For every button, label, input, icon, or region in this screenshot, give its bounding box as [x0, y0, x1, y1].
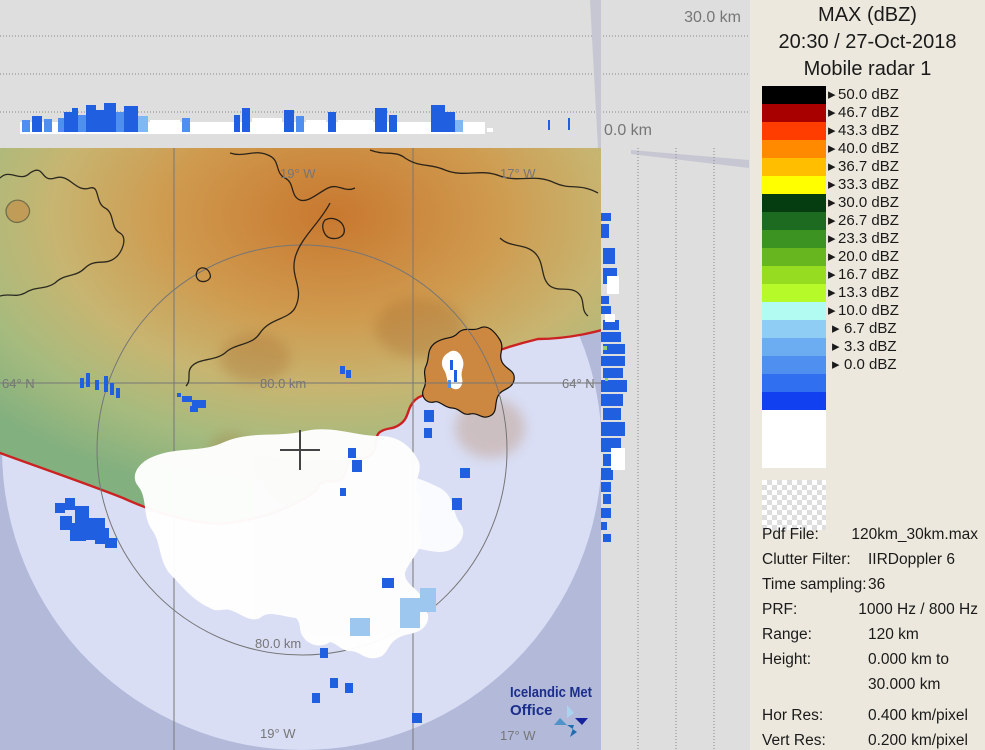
- svg-text:▸: ▸: [828, 194, 836, 211]
- svg-text:▸: ▸: [828, 302, 836, 319]
- svg-text:▸: ▸: [828, 266, 836, 283]
- svg-text:▸: ▸: [828, 176, 836, 193]
- svg-text:0.0 dBZ: 0.0 dBZ: [844, 356, 897, 373]
- svg-text:13.3 dBZ: 13.3 dBZ: [838, 284, 899, 301]
- svg-text:▸: ▸: [828, 248, 836, 265]
- svg-text:36.7 dBZ: 36.7 dBZ: [838, 158, 899, 175]
- svg-text:30.0 dBZ: 30.0 dBZ: [838, 194, 899, 211]
- svg-text:▸: ▸: [828, 230, 836, 247]
- svg-text:40.0 dBZ: 40.0 dBZ: [838, 140, 899, 157]
- svg-text:64° N: 64° N: [562, 376, 595, 391]
- svg-text:19° W: 19° W: [280, 166, 316, 181]
- svg-text:80.0 km: 80.0 km: [255, 636, 301, 651]
- svg-text:▸: ▸: [828, 86, 836, 103]
- svg-text:Icelandic Met: Icelandic Met: [510, 684, 592, 701]
- svg-text:30.0 km: 30.0 km: [684, 9, 741, 26]
- svg-text:Office: Office: [510, 702, 553, 719]
- svg-text:17° W: 17° W: [500, 728, 536, 743]
- svg-text:17° W: 17° W: [500, 166, 536, 181]
- svg-text:▸: ▸: [828, 284, 836, 301]
- svg-text:43.3 dBZ: 43.3 dBZ: [838, 122, 899, 139]
- svg-text:0.0 km: 0.0 km: [604, 122, 652, 139]
- svg-text:50.0 dBZ: 50.0 dBZ: [838, 86, 899, 103]
- svg-text:46.7 dBZ: 46.7 dBZ: [838, 104, 899, 121]
- svg-text:▸: ▸: [828, 212, 836, 229]
- svg-text:16.7 dBZ: 16.7 dBZ: [838, 266, 899, 283]
- svg-text:33.3 dBZ: 33.3 dBZ: [838, 176, 899, 193]
- svg-text:23.3 dBZ: 23.3 dBZ: [838, 230, 899, 247]
- svg-text:10.0 dBZ: 10.0 dBZ: [838, 302, 899, 319]
- svg-text:3.3 dBZ: 3.3 dBZ: [844, 338, 897, 355]
- svg-text:19° W: 19° W: [260, 726, 296, 741]
- svg-text:▸: ▸: [832, 320, 840, 337]
- svg-text:▸: ▸: [828, 122, 836, 139]
- svg-text:20.0 dBZ: 20.0 dBZ: [838, 248, 899, 265]
- svg-text:▸: ▸: [828, 158, 836, 175]
- svg-text:6.7 dBZ: 6.7 dBZ: [844, 320, 897, 337]
- svg-text:80.0 km: 80.0 km: [260, 376, 306, 391]
- svg-text:▸: ▸: [828, 104, 836, 121]
- svg-text:▸: ▸: [832, 356, 840, 373]
- svg-text:▸: ▸: [832, 338, 840, 355]
- svg-text:26.7 dBZ: 26.7 dBZ: [838, 212, 899, 229]
- svg-text:▸: ▸: [828, 140, 836, 157]
- svg-text:64° N: 64° N: [2, 376, 35, 391]
